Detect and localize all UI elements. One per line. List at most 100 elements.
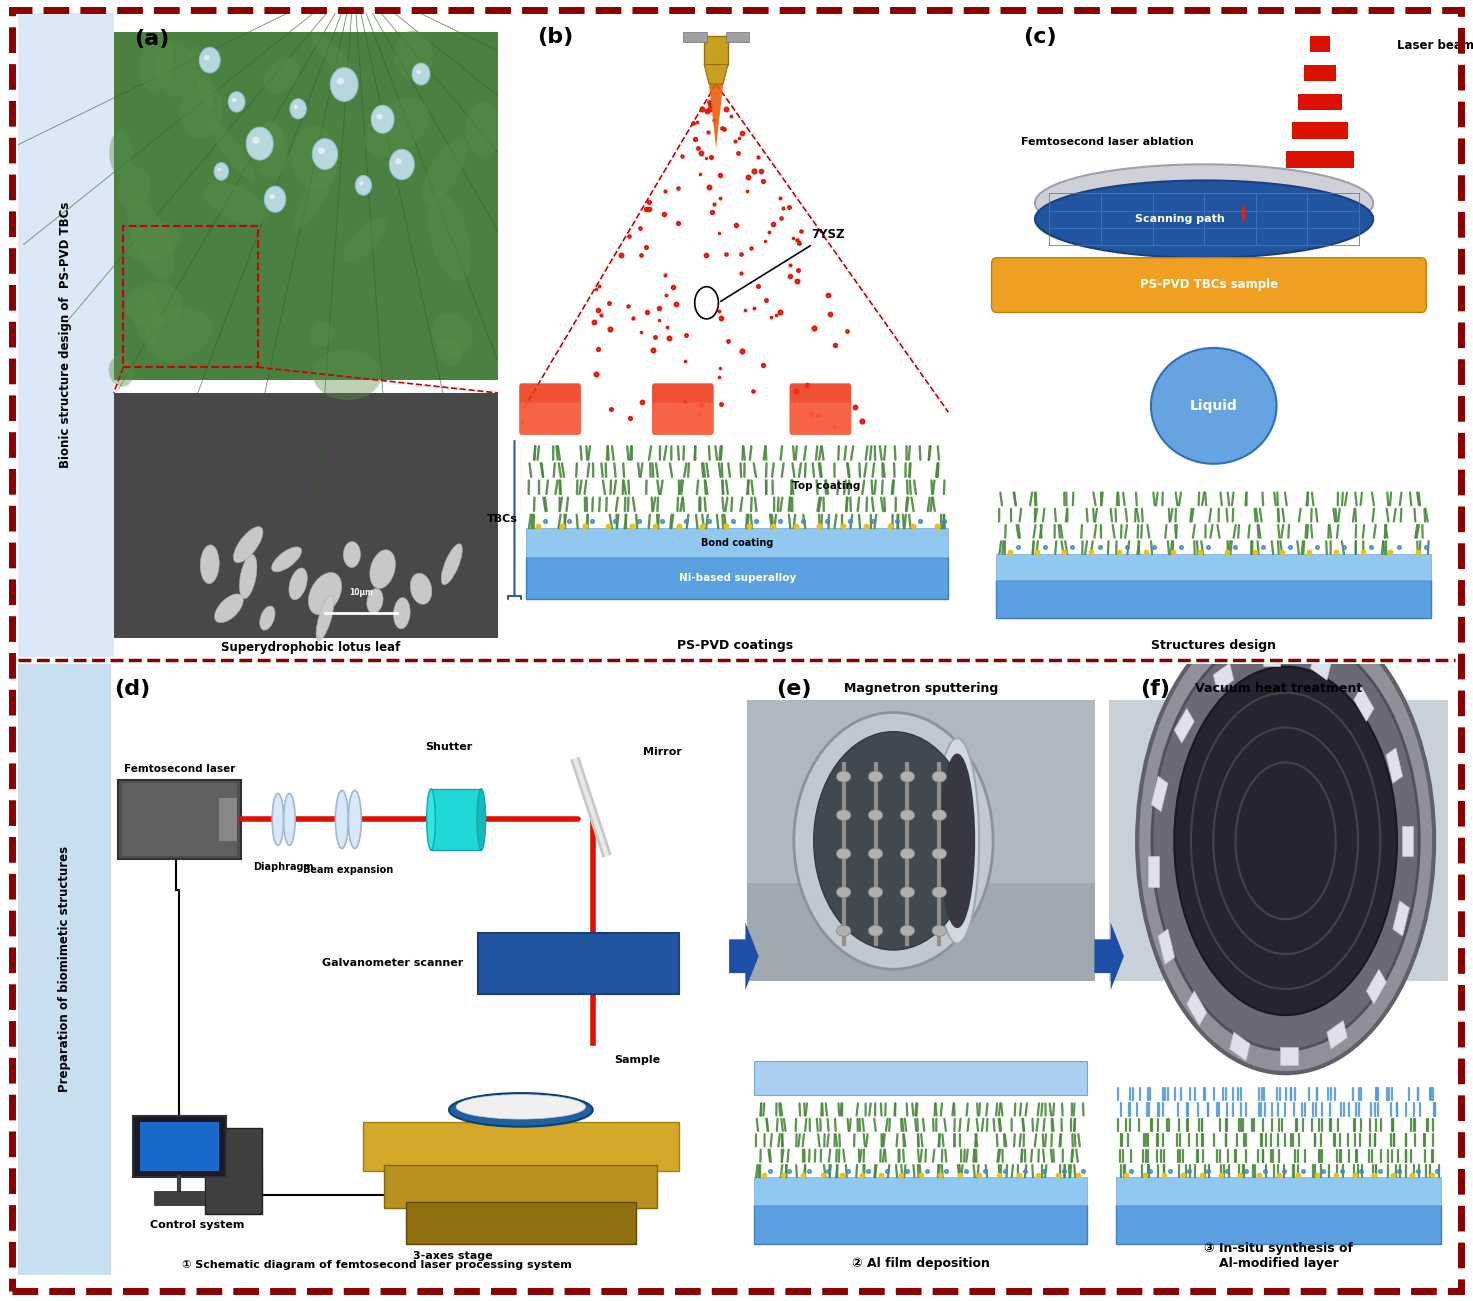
- Text: ② Al film deposition: ② Al film deposition: [851, 1257, 990, 1270]
- Ellipse shape: [932, 848, 947, 859]
- Bar: [1109, 700, 1448, 981]
- Text: Mirror: Mirror: [644, 747, 682, 757]
- Ellipse shape: [200, 545, 219, 584]
- Ellipse shape: [935, 738, 980, 943]
- Ellipse shape: [343, 217, 386, 263]
- Ellipse shape: [134, 290, 162, 345]
- Ellipse shape: [124, 221, 181, 262]
- Text: (b): (b): [536, 27, 573, 47]
- Ellipse shape: [343, 541, 361, 567]
- Ellipse shape: [215, 595, 243, 623]
- Text: Vacuum heat treatment: Vacuum heat treatment: [1195, 682, 1363, 695]
- Bar: [726, 33, 750, 42]
- Ellipse shape: [191, 46, 214, 111]
- Ellipse shape: [837, 887, 851, 898]
- Bar: [1262, 647, 1280, 666]
- Bar: [219, 798, 237, 840]
- Bar: [122, 783, 237, 856]
- FancyBboxPatch shape: [518, 402, 580, 435]
- Bar: [1354, 687, 1374, 721]
- Ellipse shape: [423, 139, 467, 203]
- Ellipse shape: [389, 150, 414, 180]
- Ellipse shape: [868, 848, 882, 859]
- Ellipse shape: [427, 193, 471, 281]
- Ellipse shape: [293, 105, 298, 109]
- FancyBboxPatch shape: [118, 779, 240, 859]
- Bar: [1327, 1020, 1348, 1049]
- Text: Galvanometer scanner: Galvanometer scanner: [323, 958, 464, 968]
- Bar: [1386, 748, 1402, 783]
- Bar: [1402, 826, 1413, 856]
- Bar: [133, 1116, 227, 1177]
- Ellipse shape: [900, 809, 915, 821]
- Ellipse shape: [293, 161, 337, 229]
- Text: Diaphragm: Diaphragm: [253, 863, 314, 872]
- FancyBboxPatch shape: [790, 402, 851, 435]
- Text: Ni-based superalloy: Ni-based superalloy: [679, 572, 795, 583]
- Ellipse shape: [205, 55, 209, 60]
- Ellipse shape: [312, 34, 354, 77]
- Ellipse shape: [457, 1094, 586, 1119]
- Text: (f): (f): [1140, 679, 1170, 699]
- Ellipse shape: [284, 794, 295, 846]
- Bar: [1305, 65, 1336, 81]
- Ellipse shape: [233, 98, 237, 101]
- Ellipse shape: [837, 925, 851, 937]
- Ellipse shape: [900, 925, 915, 937]
- Text: (c): (c): [1024, 27, 1056, 47]
- Ellipse shape: [290, 99, 306, 118]
- Bar: [1117, 1205, 1441, 1244]
- Bar: [747, 883, 1094, 981]
- Ellipse shape: [199, 47, 221, 73]
- Bar: [754, 1205, 1087, 1244]
- Bar: [1174, 709, 1195, 743]
- Ellipse shape: [868, 887, 882, 898]
- Ellipse shape: [371, 105, 395, 133]
- Bar: [1117, 1177, 1441, 1205]
- Bar: [155, 1192, 205, 1205]
- Ellipse shape: [1150, 347, 1277, 464]
- Text: PS-PVD TBCs sample: PS-PVD TBCs sample: [1140, 278, 1279, 291]
- Ellipse shape: [271, 546, 302, 572]
- Ellipse shape: [900, 848, 915, 859]
- Ellipse shape: [1174, 666, 1396, 1015]
- Bar: [432, 788, 482, 850]
- Text: Sample: Sample: [614, 1055, 660, 1064]
- Ellipse shape: [258, 122, 281, 155]
- Ellipse shape: [109, 355, 134, 386]
- Bar: [704, 35, 728, 65]
- Text: Laser beam: Laser beam: [1398, 39, 1473, 52]
- Ellipse shape: [868, 771, 882, 782]
- Bar: [1158, 929, 1174, 964]
- Ellipse shape: [228, 91, 245, 112]
- Text: Shutter: Shutter: [426, 742, 473, 752]
- Ellipse shape: [109, 130, 133, 176]
- Ellipse shape: [813, 731, 974, 950]
- Ellipse shape: [395, 30, 433, 81]
- Ellipse shape: [837, 848, 851, 859]
- Bar: [1147, 856, 1159, 887]
- Ellipse shape: [932, 925, 947, 937]
- Ellipse shape: [449, 1093, 592, 1127]
- Ellipse shape: [289, 569, 308, 600]
- Text: Preparation of biomimetic structures: Preparation of biomimetic structures: [57, 846, 71, 1093]
- Text: 7YSZ: 7YSZ: [720, 229, 844, 302]
- Ellipse shape: [127, 199, 174, 280]
- Ellipse shape: [359, 181, 364, 185]
- Text: Bond coating: Bond coating: [701, 539, 773, 548]
- Ellipse shape: [837, 809, 851, 821]
- Ellipse shape: [377, 113, 383, 120]
- Ellipse shape: [348, 791, 361, 848]
- Bar: [124, 225, 258, 367]
- Ellipse shape: [477, 788, 486, 850]
- Text: Femtosecond laser ablation: Femtosecond laser ablation: [1021, 137, 1193, 147]
- Bar: [1187, 991, 1206, 1025]
- Polygon shape: [729, 922, 759, 990]
- Ellipse shape: [312, 139, 337, 169]
- Ellipse shape: [412, 64, 430, 85]
- Ellipse shape: [900, 771, 915, 782]
- Bar: [113, 33, 498, 380]
- Text: PS-PVD coatings: PS-PVD coatings: [678, 639, 792, 652]
- Bar: [205, 1128, 262, 1214]
- Ellipse shape: [370, 550, 395, 588]
